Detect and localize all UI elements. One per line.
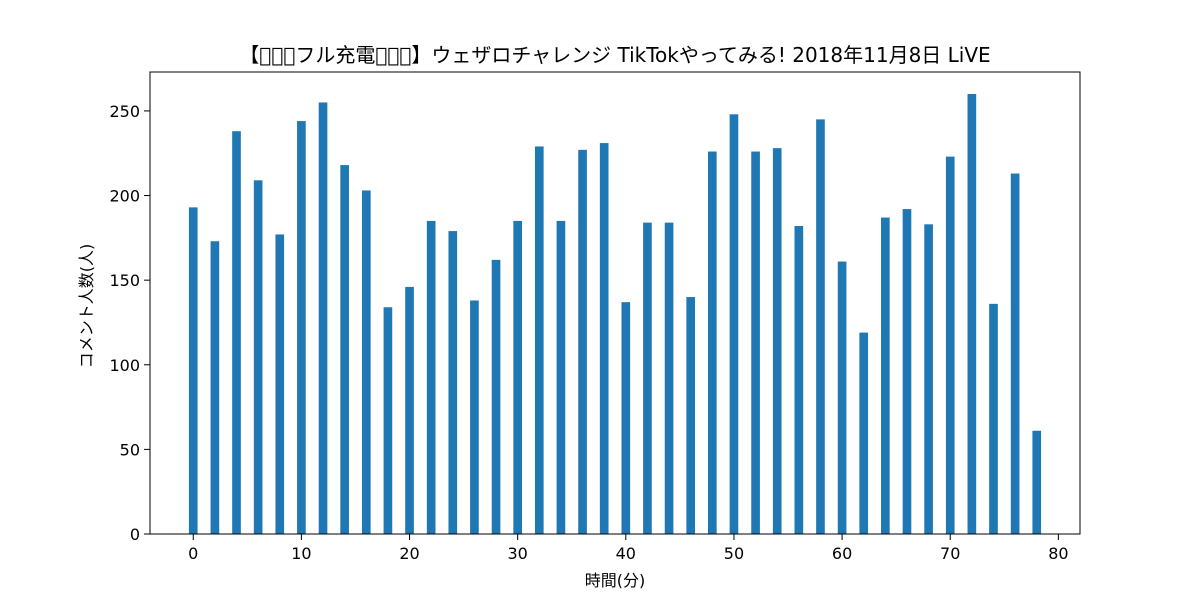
x-tick-label-60: 60 <box>832 544 852 563</box>
bar-46 <box>686 297 696 534</box>
y-axis-ticks: 0 50 100 150 200 250 <box>109 102 150 544</box>
bar-4 <box>232 131 241 534</box>
bar-26 <box>470 300 479 534</box>
bar-6 <box>253 180 263 535</box>
x-tick-label-30: 30 <box>507 544 527 563</box>
bars-group <box>188 94 1042 535</box>
x-tick-label-40: 40 <box>616 544 636 563</box>
y-tick-label-150: 150 <box>109 271 140 290</box>
bar-16 <box>361 190 371 534</box>
bar-72 <box>967 94 977 534</box>
y-tick-label-200: 200 <box>109 187 140 206</box>
x-axis-label: 時間(分) <box>585 571 646 590</box>
bar-70 <box>945 156 955 534</box>
y-tick-label-0: 0 <box>130 525 140 544</box>
bar-58 <box>816 119 825 534</box>
bar-76 <box>1010 173 1020 535</box>
bar-56 <box>794 226 804 534</box>
y-tick-label-250: 250 <box>109 102 140 121</box>
x-tick-label-20: 20 <box>399 544 419 563</box>
x-tick-label-70: 70 <box>940 544 960 563</box>
bar-22 <box>426 220 436 534</box>
bar-40 <box>621 302 631 534</box>
bar-60 <box>837 261 847 534</box>
bar-14 <box>340 165 349 535</box>
bar-32 <box>534 146 544 534</box>
bar-30 <box>513 220 522 534</box>
bar-44 <box>664 222 674 534</box>
chart-title: 【􂄄􂄄􂄄フル充電􂄄􂄄􂄄】ウェザロチャレンジ TikTokやってみる! 2018年… <box>239 43 990 67</box>
x-tick-label-0: 0 <box>188 544 198 563</box>
bar-2 <box>210 241 220 534</box>
bar-68 <box>924 224 933 535</box>
x-tick-label-50: 50 <box>724 544 744 563</box>
bar-64 <box>881 217 890 535</box>
bar-50 <box>729 114 739 535</box>
bar-74 <box>989 303 998 534</box>
bar-8 <box>275 234 285 534</box>
bar-28 <box>491 259 501 534</box>
bar-52 <box>751 151 760 535</box>
bar-34 <box>556 220 566 534</box>
bar-12 <box>318 102 328 534</box>
bar-38 <box>599 143 609 535</box>
bar-62 <box>859 332 869 534</box>
x-tick-label-10: 10 <box>291 544 311 563</box>
bar-48 <box>708 151 717 535</box>
y-tick-label-50: 50 <box>120 440 140 459</box>
bar-24 <box>448 231 458 535</box>
bar-0 <box>188 207 198 534</box>
bar-78 <box>1032 430 1042 534</box>
plot-frame <box>149 71 1081 535</box>
bar-36 <box>578 149 587 534</box>
bar-18 <box>383 307 393 534</box>
bar-20 <box>405 286 414 534</box>
x-axis-ticks: 0 10 20 30 40 50 60 70 80 <box>188 534 1069 563</box>
bar-66 <box>902 209 912 535</box>
bar-10 <box>297 121 306 535</box>
y-tick-label-100: 100 <box>109 356 140 375</box>
y-axis-label: コメント人数(人) <box>77 244 96 369</box>
x-tick-label-80: 80 <box>1048 544 1068 563</box>
bar-54 <box>772 148 782 534</box>
bar-42 <box>643 222 652 534</box>
